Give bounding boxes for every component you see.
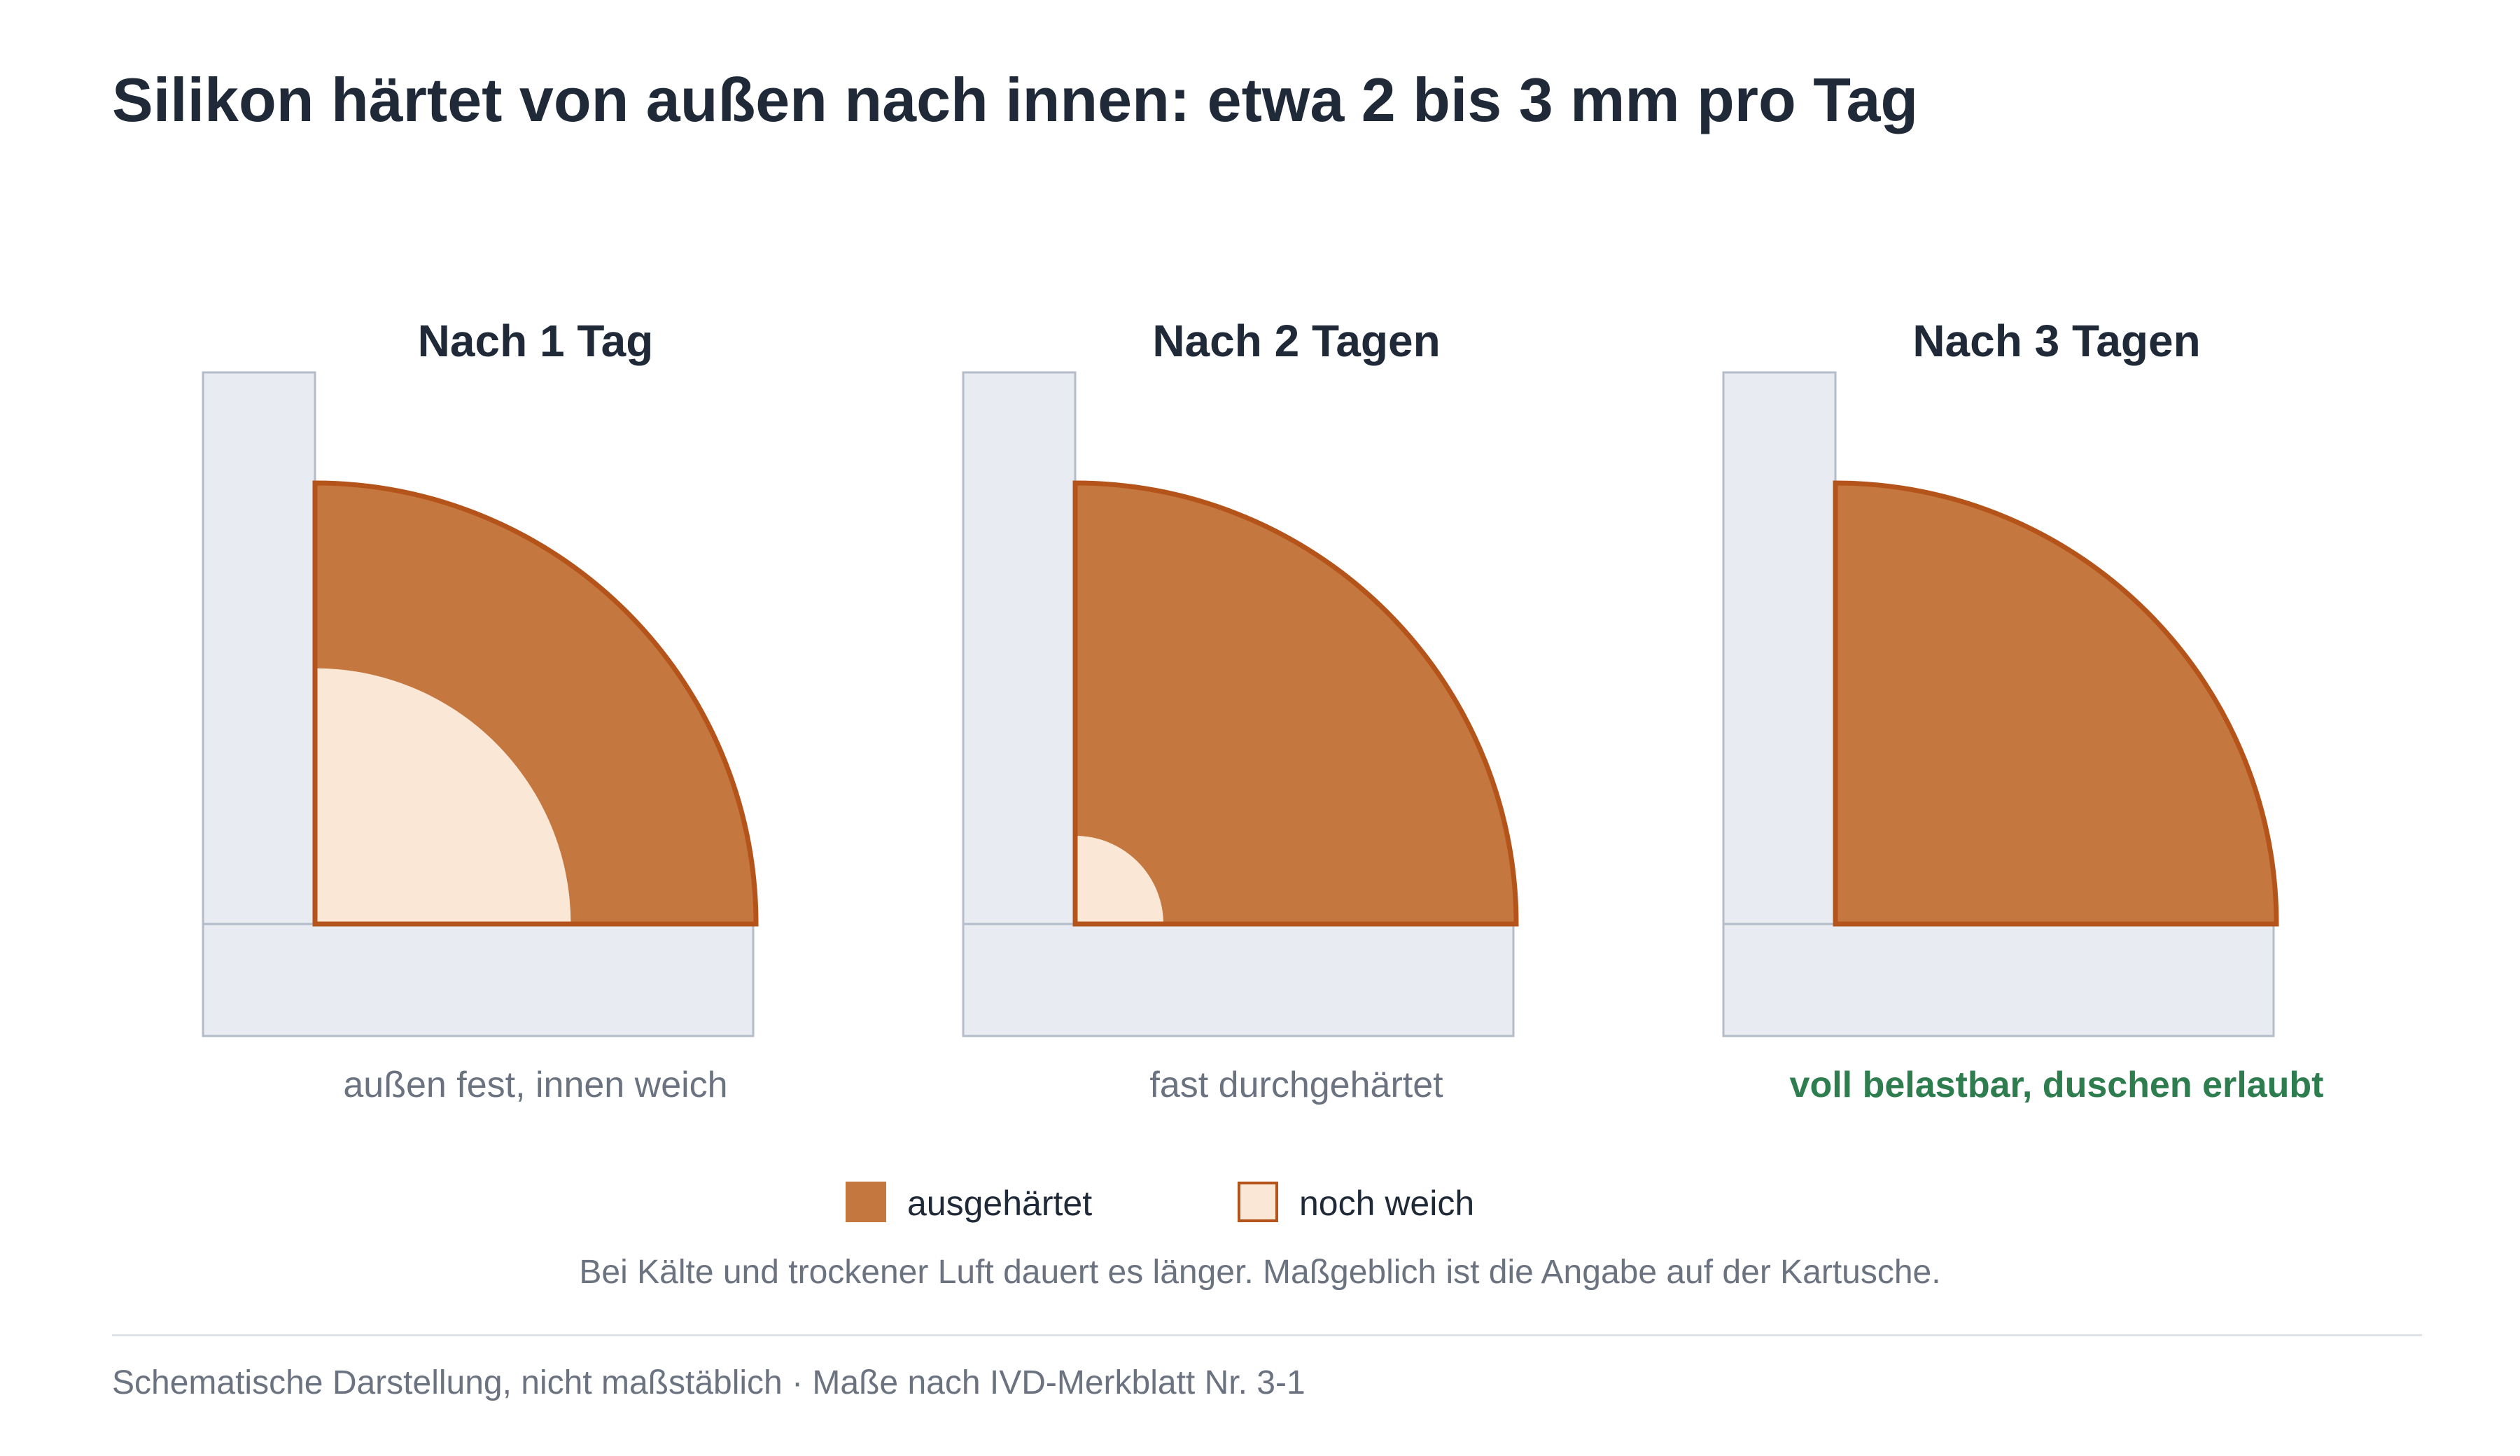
panel-2-hardened-area bbox=[1075, 483, 1516, 924]
panel-1-title: Nach 1 Tag bbox=[417, 316, 654, 366]
soft-swatch bbox=[1238, 1182, 1278, 1222]
panel-2-title: Nach 2 Tagen bbox=[1152, 316, 1441, 366]
panel-2-soft-core bbox=[1075, 836, 1163, 924]
legend-label-soft: noch weich bbox=[1299, 1184, 1475, 1223]
panel-3-caption: voll belastbar, duschen erlaubt bbox=[1789, 1065, 2324, 1105]
panel-1-floor bbox=[202, 923, 755, 1037]
panel-3-floor bbox=[1722, 923, 2275, 1037]
panel-1-joint bbox=[202, 371, 759, 1037]
panel-1-sealant-outline bbox=[312, 480, 759, 927]
page-title: Silikon härtet von außen nach innen: etw… bbox=[112, 65, 1919, 134]
panel-2-sealant-outline bbox=[1072, 480, 1519, 927]
panel-1-wall bbox=[202, 371, 316, 925]
panel-3-joint bbox=[1722, 371, 2279, 1037]
footer-source: Schematische Darstellung, nicht maßstäbl… bbox=[112, 1364, 1306, 1401]
footer-divider bbox=[112, 1334, 2422, 1336]
panel-3-wall bbox=[1722, 371, 1837, 925]
panel-1-caption: außen fest, innen weich bbox=[343, 1065, 728, 1105]
panel-3-title: Nach 3 Tagen bbox=[1912, 316, 2201, 366]
panel-2-joint bbox=[962, 371, 1519, 1037]
hardened-swatch bbox=[846, 1182, 886, 1222]
panel-2-wall bbox=[962, 371, 1077, 925]
panel-1-soft-core bbox=[315, 668, 571, 924]
legend-label-hardened: ausgehärtet bbox=[907, 1184, 1093, 1223]
panel-2-caption: fast durchgehärtet bbox=[1149, 1065, 1443, 1105]
curing-note: Bei Kälte und trockener Luft dauert es l… bbox=[579, 1254, 1941, 1291]
panel-3-hardened-area bbox=[1835, 483, 2276, 924]
panel-2-floor bbox=[962, 923, 1515, 1037]
panel-3-sealant-outline bbox=[1833, 480, 2279, 927]
